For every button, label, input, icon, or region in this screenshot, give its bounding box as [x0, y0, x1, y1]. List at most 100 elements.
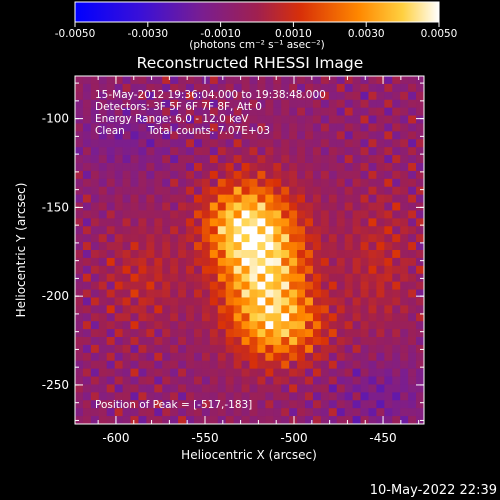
heatmap-cell	[75, 329, 84, 338]
heatmap-cell	[312, 163, 322, 172]
heatmap-cell	[384, 234, 393, 243]
heatmap-cell	[273, 131, 282, 140]
heatmap-cell	[122, 155, 131, 164]
heatmap-cell	[305, 202, 314, 211]
heatmap-cell	[233, 416, 242, 424]
heatmap-cell	[138, 250, 147, 259]
heatmap-cell	[305, 400, 314, 409]
heatmap-cell	[312, 76, 322, 85]
heatmap-cell	[384, 250, 393, 259]
heatmap-cell	[289, 265, 298, 275]
heatmap-cell	[297, 329, 306, 338]
heatmap-cell	[328, 170, 338, 180]
heatmap-cell	[90, 83, 100, 93]
heatmap-cell	[312, 352, 322, 362]
heatmap-cell	[178, 147, 187, 156]
heatmap-cell	[186, 384, 195, 393]
heatmap-cell	[416, 139, 424, 148]
heatmap-cell	[162, 115, 171, 124]
heatmap-cell	[225, 352, 235, 362]
heatmap-cell	[122, 313, 131, 322]
heatmap-cell	[162, 265, 171, 275]
heatmap-cell	[408, 226, 417, 235]
heatmap-cell	[344, 178, 354, 188]
heatmap-cell	[416, 178, 424, 188]
heatmap-cell	[400, 155, 409, 164]
heatmap-cell	[106, 147, 116, 156]
heatmap-cell	[400, 392, 409, 401]
heatmap-cell	[154, 281, 163, 290]
heatmap-cell	[186, 321, 195, 330]
heatmap-cell	[130, 226, 139, 235]
heatmap-cell	[146, 99, 155, 109]
heatmap-cell	[384, 131, 393, 140]
heatmap-cell	[352, 408, 361, 417]
heatmap-cell	[233, 76, 242, 85]
heatmap-cell	[225, 368, 235, 377]
heatmap-cell	[193, 178, 203, 188]
heatmap-cell	[249, 408, 258, 417]
heatmap-cell	[400, 210, 409, 219]
heatmap-cell	[344, 384, 354, 393]
heatmap-cell	[408, 202, 417, 211]
heatmap-cell	[336, 281, 346, 290]
heatmap-cell	[273, 321, 282, 330]
heatmap-cell	[384, 400, 393, 409]
heatmap-cell	[201, 352, 211, 362]
heatmap-cell	[138, 416, 147, 424]
heatmap-cell	[328, 265, 338, 275]
heatmap-cell	[217, 107, 227, 116]
heatmap-cell	[352, 289, 361, 298]
heatmap-cell	[297, 360, 306, 370]
heatmap-cell	[241, 202, 250, 211]
heatmap-cell	[281, 218, 290, 227]
heatmap-cell	[225, 186, 235, 196]
heatmap-cell	[384, 416, 393, 424]
heatmap-cell	[170, 76, 179, 85]
heatmap-cell	[344, 91, 354, 101]
heatmap-cell	[90, 210, 100, 219]
heatmap-cell	[201, 321, 211, 330]
heatmap-cell	[217, 384, 227, 393]
heatmap-cell	[249, 131, 258, 140]
heatmap-cell	[392, 329, 401, 338]
heatmap-cell	[281, 344, 290, 354]
heatmap-cell	[368, 265, 377, 275]
heatmap-cell	[90, 115, 100, 124]
heatmap-cell	[281, 400, 290, 409]
heatmap-cell	[233, 289, 242, 298]
heatmap-cell	[75, 408, 84, 417]
heatmap-cell	[320, 210, 330, 219]
heatmap-cell	[408, 194, 417, 203]
heatmap-cell	[376, 115, 385, 124]
heatmap-cell	[106, 273, 116, 283]
heatmap-cell	[162, 368, 171, 377]
heatmap-cell	[75, 352, 84, 362]
heatmap-cell	[297, 115, 306, 124]
heatmap-cell	[233, 392, 242, 401]
heatmap-cell	[392, 273, 401, 283]
heatmap-cell	[75, 163, 84, 172]
heatmap-cell	[82, 76, 92, 85]
heatmap-cell	[241, 281, 250, 290]
heatmap-cell	[114, 76, 123, 85]
heatmap-cell	[193, 163, 203, 172]
heatmap-cell	[193, 115, 203, 124]
heatmap-cell	[75, 305, 84, 314]
heatmap-cell	[376, 155, 385, 164]
heatmap-cell	[344, 83, 354, 93]
heatmap-cell	[201, 147, 211, 156]
heatmap-cell	[392, 83, 401, 93]
heatmap-cell	[90, 321, 100, 330]
heatmap-cell	[360, 360, 369, 370]
heatmap-cell	[217, 305, 227, 314]
heatmap-cell	[146, 344, 155, 354]
heatmap-cell	[193, 265, 203, 275]
heatmap-cell	[265, 163, 274, 172]
heatmap-cell	[312, 392, 322, 401]
heatmap-cell	[376, 384, 385, 393]
heatmap-cell	[312, 107, 322, 116]
heatmap-cell	[273, 218, 282, 227]
heatmap-cell	[130, 273, 139, 283]
heatmap-cell	[416, 400, 424, 409]
